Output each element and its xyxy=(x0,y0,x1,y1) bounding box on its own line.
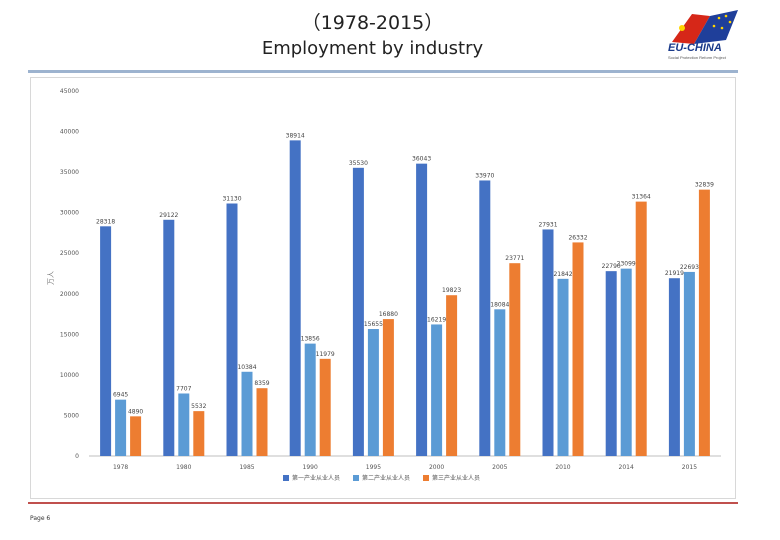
bar xyxy=(241,371,253,456)
y-tick-label: 15000 xyxy=(60,331,79,338)
logo-text: EU-CHINA xyxy=(668,42,722,54)
footer-divider xyxy=(28,502,738,504)
bar xyxy=(163,219,175,456)
data-label: 22693 xyxy=(680,264,699,271)
bar xyxy=(367,329,379,456)
bar xyxy=(289,140,301,456)
bar xyxy=(178,393,190,456)
data-label: 28318 xyxy=(96,218,115,225)
data-label: 4890 xyxy=(128,408,143,415)
data-label: 29122 xyxy=(159,212,178,219)
data-label: 10384 xyxy=(237,364,256,371)
y-axis-label: 万人 xyxy=(47,271,55,285)
y-tick-label: 45000 xyxy=(60,88,79,95)
y-tick-label: 30000 xyxy=(60,210,79,217)
data-label: 8359 xyxy=(254,380,269,387)
data-label: 13856 xyxy=(301,336,320,343)
x-tick-label: 2015 xyxy=(682,464,697,471)
eu-china-logo xyxy=(672,10,738,44)
bar xyxy=(509,263,521,456)
bar xyxy=(416,163,428,456)
bar xyxy=(683,271,695,456)
bar xyxy=(193,411,205,456)
bar xyxy=(605,271,617,456)
legend-label: 第二产业从业人员 xyxy=(362,474,410,482)
bar xyxy=(542,229,554,456)
y-tick-label: 10000 xyxy=(60,372,79,379)
y-tick-label: 40000 xyxy=(60,129,79,136)
bar xyxy=(100,226,112,456)
bar xyxy=(494,309,506,456)
data-label: 7707 xyxy=(176,385,191,392)
bar xyxy=(431,324,443,456)
bar xyxy=(130,416,142,456)
data-label: 19823 xyxy=(442,287,461,294)
y-tick-label: 0 xyxy=(75,453,79,460)
bar xyxy=(319,358,331,456)
bar xyxy=(382,319,394,456)
y-tick-label: 35000 xyxy=(60,169,79,176)
bar xyxy=(115,399,127,456)
bar xyxy=(635,201,647,456)
data-label: 16880 xyxy=(379,311,398,318)
data-label: 38914 xyxy=(286,132,305,139)
header-divider xyxy=(28,70,738,73)
legend-swatch xyxy=(423,475,429,481)
x-tick-label: 2010 xyxy=(555,464,570,471)
bar xyxy=(256,388,268,456)
employment-bar-chart: 0 5000 10000 15000 20000 25000 30000 35000 40000… xyxy=(47,88,721,482)
bar xyxy=(226,203,238,456)
page-number: Page 6 xyxy=(30,515,51,522)
bar xyxy=(572,242,584,456)
data-label: 23099 xyxy=(617,261,636,268)
data-label: 23771 xyxy=(505,255,524,262)
data-label: 27931 xyxy=(538,221,557,228)
bar xyxy=(479,180,491,456)
data-label: 15655 xyxy=(364,321,383,328)
data-label: 36043 xyxy=(412,156,431,163)
x-tick-label: 2014 xyxy=(619,464,634,471)
legend-swatch xyxy=(283,475,289,481)
chart-container: 0 5000 10000 15000 20000 25000 30000 35000 40000… xyxy=(30,77,736,499)
data-label: 21919 xyxy=(665,270,684,277)
data-label: 11979 xyxy=(316,351,335,358)
bar xyxy=(446,295,458,456)
data-label: 32839 xyxy=(695,182,714,189)
data-label: 22790 xyxy=(602,263,621,270)
data-label: 21842 xyxy=(553,271,572,278)
bar xyxy=(352,167,364,456)
data-label: 33970 xyxy=(475,172,494,179)
legend-label: 第三产业从业人员 xyxy=(432,474,480,482)
data-label: 6945 xyxy=(113,392,128,399)
bar xyxy=(557,278,569,456)
bar xyxy=(698,189,710,456)
x-tick-label: 2005 xyxy=(492,464,507,471)
bar xyxy=(620,268,632,456)
x-tick-label: 1995 xyxy=(366,464,381,471)
data-label: 5532 xyxy=(191,403,206,410)
data-label: 31364 xyxy=(632,194,651,201)
y-tick-label: 25000 xyxy=(60,250,79,257)
x-tick-label: 1978 xyxy=(113,464,128,471)
x-tick-label: 1985 xyxy=(239,464,254,471)
data-label: 31130 xyxy=(222,196,241,203)
y-tick-label: 5000 xyxy=(64,412,79,419)
data-label: 16219 xyxy=(427,316,446,323)
x-tick-label: 2000 xyxy=(429,464,444,471)
data-label: 18084 xyxy=(490,301,509,308)
x-tick-label: 1990 xyxy=(303,464,318,471)
logo-subtext: Social Protection Reform Project xyxy=(668,55,726,60)
legend-label: 第一产业从业人员 xyxy=(292,474,340,482)
page-title: Employment by industry xyxy=(261,38,484,59)
legend-swatch xyxy=(353,475,359,481)
y-tick-label: 20000 xyxy=(60,291,79,298)
bar xyxy=(668,278,680,456)
data-label: 26332 xyxy=(568,234,587,241)
data-label: 35530 xyxy=(349,160,368,167)
bar xyxy=(304,343,316,456)
x-tick-label: 1980 xyxy=(176,464,191,471)
title-year-range: （1978-2015） xyxy=(301,12,444,34)
